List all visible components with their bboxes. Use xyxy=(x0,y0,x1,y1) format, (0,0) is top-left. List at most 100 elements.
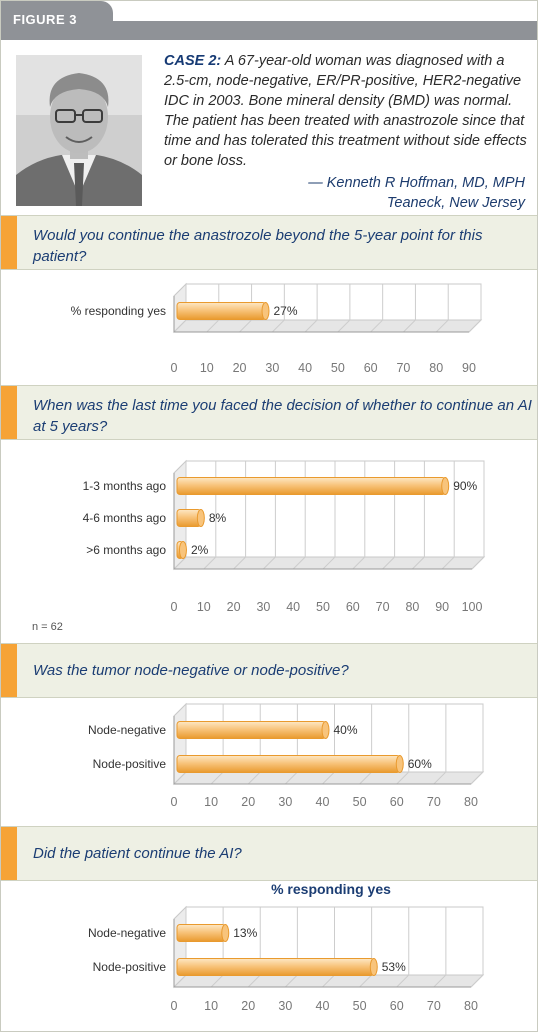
case-body: A 67-year-old woman was diagnosed with a… xyxy=(164,53,527,169)
x-tick-label: 0 xyxy=(171,361,178,375)
value-label: 27% xyxy=(274,304,298,318)
chart-1: 0 10 20 30 40 50 60 70 80 90 % responding yes 27% xyxy=(1,270,537,385)
gridline-floor xyxy=(233,556,246,570)
author-portrait-image xyxy=(16,55,142,206)
gridline-floor xyxy=(370,319,384,333)
gridline-floor xyxy=(403,319,416,333)
x-tick-label: 50 xyxy=(331,361,345,375)
x-tick-label: 0 xyxy=(171,600,178,614)
case-attribution: — Kenneth R Hoffman, MD, MPH Teaneck, Ne… xyxy=(308,173,525,213)
bar-cap xyxy=(261,302,270,320)
author-photo xyxy=(16,55,142,206)
gridline-floor xyxy=(359,771,372,785)
figure-label: FIGURE 3 xyxy=(13,12,77,27)
gridline-floor xyxy=(322,974,335,988)
gridline-floor xyxy=(203,556,217,570)
bar xyxy=(176,958,375,976)
question-3-text: Was the tumor node-negative or node-posi… xyxy=(33,662,349,679)
x-tick-label: 20 xyxy=(241,999,255,1013)
x-tick-label: 10 xyxy=(204,795,218,809)
gridline-floor xyxy=(247,771,261,785)
chart-title: % responding yes xyxy=(271,881,391,897)
value-label: 60% xyxy=(408,757,432,771)
x-tick-label: 40 xyxy=(298,361,312,375)
sample-size-note: n = 62 xyxy=(32,621,63,633)
category-label: % responding yes xyxy=(71,304,166,318)
bar xyxy=(176,302,266,320)
x-tick-label: 50 xyxy=(316,600,330,614)
bar-group xyxy=(176,302,270,320)
category-label: >6 months ago xyxy=(86,543,166,557)
gridline-floor xyxy=(433,974,447,988)
x-tick-label: 70 xyxy=(396,361,410,375)
gridline-floor xyxy=(322,556,336,570)
bar-cap xyxy=(221,924,230,942)
bar-cap xyxy=(369,958,378,976)
gridline-floor xyxy=(292,556,306,570)
gridline-floor xyxy=(210,771,224,785)
gridline-floor xyxy=(382,556,395,570)
x-tick-label: 20 xyxy=(227,600,241,614)
category-label: Node-negative xyxy=(88,926,166,940)
chart-2: 0 10 20 30 40 50 60 70 80 90 100 1-3 months ago 90% 4… xyxy=(1,440,537,640)
chart-3-svg: 0 10 20 30 40 50 60 70 80 Node-negative 40% Node-po… xyxy=(88,702,485,809)
question-accent xyxy=(1,386,17,439)
value-label: 2% xyxy=(191,543,209,557)
question-4-bar: Did the patient continue the AI? xyxy=(1,826,537,881)
bar-group xyxy=(176,755,404,773)
chart-4-svg: % responding yes 0 10 20 30 40 50 60 70 80 Node-ne… xyxy=(88,881,485,1013)
case-section: CASE 2: A 67-year-old woman was diagnose… xyxy=(1,40,537,215)
x-tick-label: 0 xyxy=(171,999,178,1013)
x-tick-label: 80 xyxy=(464,795,478,809)
x-tick-label: 70 xyxy=(427,795,441,809)
case-author-location: Teaneck, New Jersey xyxy=(386,195,525,211)
x-tick-label: 50 xyxy=(353,795,367,809)
category-label: 1-3 months ago xyxy=(83,479,167,493)
x-tick-label: 80 xyxy=(429,361,443,375)
chart-2-svg: 0 10 20 30 40 50 60 70 80 90 100 1-3 months ago 90% 4… xyxy=(83,459,486,614)
gridline-floor xyxy=(470,974,484,988)
bar xyxy=(176,924,226,942)
chart-4: % responding yes 0 10 20 30 40 50 60 70 80 Node-ne… xyxy=(1,871,537,1031)
chart-1-svg: 0 10 20 30 40 50 60 70 80 90 % responding yes 27% xyxy=(71,282,483,375)
gridline-floor xyxy=(359,974,372,988)
bar xyxy=(176,721,326,739)
question-accent xyxy=(1,827,17,880)
gridline-floor xyxy=(412,556,425,570)
question-3-bar: Was the tumor node-negative or node-posi… xyxy=(1,643,537,698)
bar-cap xyxy=(395,755,404,773)
gridline-floor xyxy=(468,319,482,333)
x-tick-label: 30 xyxy=(278,795,292,809)
question-1-bar: Would you continue the anastrozole beyon… xyxy=(1,215,537,270)
gridline-floor xyxy=(206,319,220,333)
gridline-floor xyxy=(352,556,366,570)
bar xyxy=(176,755,401,773)
x-tick-label: 80 xyxy=(405,600,419,614)
gridline-floor xyxy=(239,319,252,333)
x-tick-label: 60 xyxy=(346,600,360,614)
x-tick-label: 40 xyxy=(286,600,300,614)
question-accent xyxy=(1,216,17,269)
gridline-floor xyxy=(173,771,187,785)
x-tick-label: 90 xyxy=(462,361,476,375)
bar-group xyxy=(176,541,187,559)
x-tick-label: 0 xyxy=(171,795,178,809)
bar-cap xyxy=(178,541,187,559)
x-tick-label: 40 xyxy=(316,795,330,809)
gridline-floor xyxy=(173,556,187,570)
category-label: Node-positive xyxy=(93,757,167,771)
x-tick-label: 30 xyxy=(256,600,270,614)
gridline-floor xyxy=(441,556,455,570)
figure-header-bar xyxy=(1,21,537,40)
gridline-floor xyxy=(285,974,298,988)
x-tick-label: 30 xyxy=(278,999,292,1013)
bar-cap xyxy=(321,721,330,739)
x-tick-label: 20 xyxy=(233,361,247,375)
case-label: CASE 2: xyxy=(164,53,222,69)
x-tick-label: 10 xyxy=(200,361,214,375)
bar-cap xyxy=(196,509,205,527)
gridline-floor xyxy=(285,771,298,785)
bar-cap xyxy=(441,477,450,495)
x-tick-label: 30 xyxy=(265,361,279,375)
